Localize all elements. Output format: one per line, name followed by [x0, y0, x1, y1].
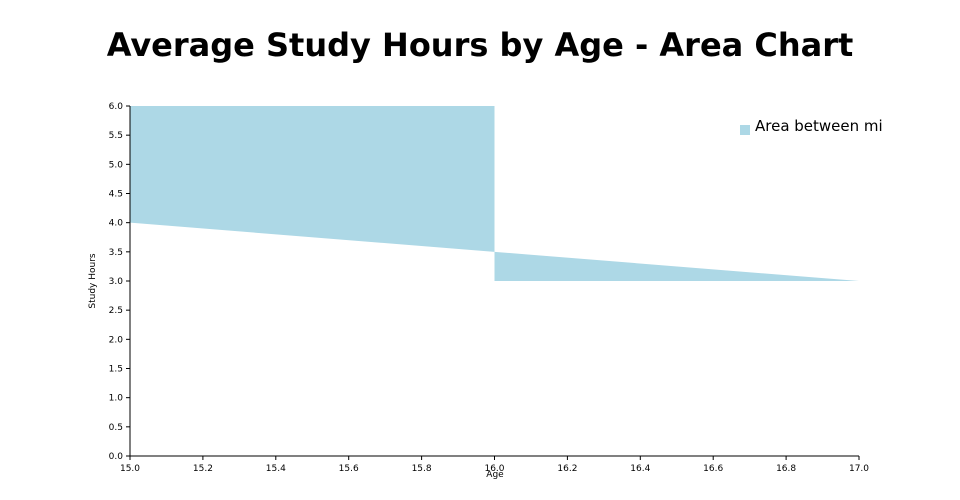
x-axis-label: Age	[486, 470, 504, 480]
y-tick-label: 4.5	[109, 190, 123, 200]
area-series-0	[130, 106, 859, 281]
x-tick-label: 17.0	[849, 464, 869, 474]
x-tick-label: 15.6	[339, 464, 359, 474]
y-tick-label: 5.0	[109, 160, 124, 170]
y-tick-label: 2.5	[109, 306, 123, 316]
y-tick-label: 3.5	[109, 248, 123, 258]
x-tick-label: 15.2	[193, 464, 213, 474]
y-tick-label: 3.0	[109, 277, 124, 287]
plot-area	[130, 106, 859, 281]
x-tick-label: 16.8	[776, 464, 796, 474]
y-tick-label: 1.0	[109, 394, 124, 404]
y-tick-label: 0.5	[109, 423, 123, 433]
x-tick-label: 15.8	[412, 464, 432, 474]
x-tick-label: 16.2	[557, 464, 577, 474]
legend-label: Area between mi	[755, 117, 883, 135]
x-tick-label: 16.6	[703, 464, 723, 474]
chart-title: Average Study Hours by Age - Area Chart	[107, 26, 854, 64]
y-axis: 0.0 0.5 1.0 1.5 2.0 2.5 3.0 3.5 4.0 4.5 5.0 5.5 6.0	[109, 102, 131, 462]
y-tick-label: 4.0	[109, 219, 124, 229]
x-tick-label: 16.4	[630, 464, 650, 474]
x-axis: 15.0 15.2 15.4 15.6 15.8 16.0 16.2 16.4 16.6 16.8…	[120, 455, 869, 474]
y-tick-label: 6.0	[109, 102, 124, 112]
y-tick-label: 2.0	[109, 335, 124, 345]
y-tick-label: 0.0	[109, 452, 124, 462]
x-tick-label: 15.4	[266, 464, 286, 474]
y-tick-label: 1.5	[109, 365, 123, 375]
y-tick-label: 5.5	[109, 131, 123, 141]
legend-swatch	[740, 125, 750, 135]
x-tick-label: 16.0	[484, 464, 504, 474]
x-tick-label: 15.0	[120, 464, 140, 474]
legend: Area between mi	[740, 117, 883, 135]
y-axis-label: Study Hours	[88, 253, 98, 309]
